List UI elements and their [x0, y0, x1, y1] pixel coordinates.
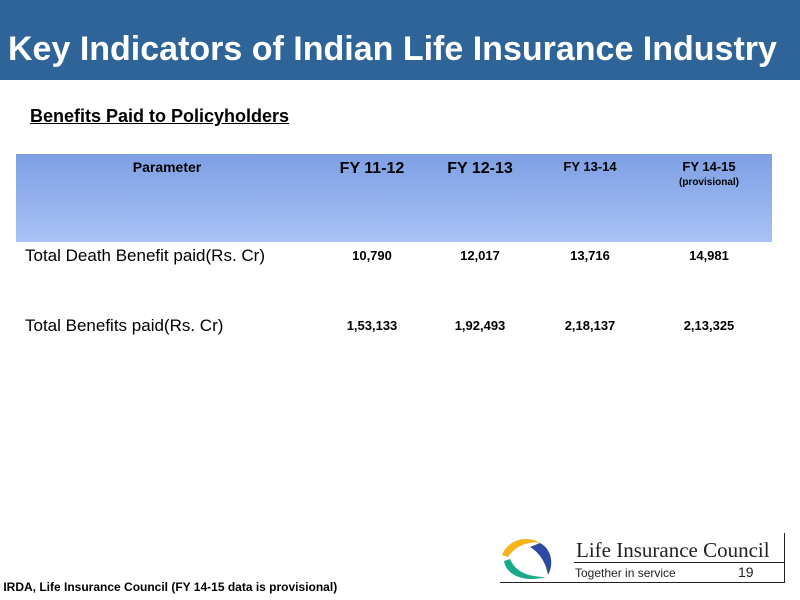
row-label: Total Benefits paid(Rs. Cr)	[25, 316, 224, 335]
table-header-row: Parameter FY 11-12 FY 12-13 FY 13-14 FY …	[16, 154, 772, 242]
column-header-fy-13-14: FY 13-14	[534, 154, 646, 242]
council-name: Life Insurance Council	[576, 538, 770, 562]
provisional-note: (provisional)	[678, 177, 739, 188]
table-cell: 1,92,493	[454, 318, 506, 333]
column-header-fy-12-13: FY 12-13	[426, 154, 534, 242]
page-number: 19	[738, 564, 754, 580]
table-cell: 12,017	[460, 248, 500, 263]
column-header-fy-14-15: FY 14-15 (provisional)	[646, 154, 772, 242]
table-row: Total Benefits paid(Rs. Cr) 1,53,133 1,9…	[16, 312, 772, 352]
benefits-table: Parameter FY 11-12 FY 12-13 FY 13-14 FY …	[16, 154, 772, 352]
column-header-fy-14-15-label: FY 14-15	[682, 159, 736, 174]
logo-block: Life Insurance Council Together in servi…	[500, 533, 785, 583]
logo-yellow-arc	[502, 539, 540, 557]
table-cell: 13,716	[570, 248, 610, 263]
slide-title-text: Key Indicators of Indian Life Insurance …	[8, 30, 777, 68]
logo-teal-arc	[504, 559, 546, 580]
column-header-fy-11-12: FY 11-12	[318, 154, 426, 242]
section-subtitle: Benefits Paid to Policyholders	[30, 106, 290, 126]
table-cell: 2,13,325	[683, 318, 735, 333]
column-header-parameter: Parameter	[16, 154, 318, 242]
logo-blue-arc	[530, 543, 552, 575]
table-cell: 14,981	[689, 248, 729, 263]
table-cell: 10,790	[352, 248, 392, 263]
table-cell: 2,18,137	[564, 318, 616, 333]
table-row: Total Death Benefit paid(Rs. Cr) 10,790 …	[16, 242, 772, 312]
row-label: Total Death Benefit paid(Rs. Cr)	[25, 246, 265, 265]
council-tagline: Together in service	[575, 566, 676, 580]
slide-title: Key Indicators of Indian Life Insurance …	[8, 11, 798, 70]
slide-header: Key Indicators of Indian Life Insurance …	[0, 0, 800, 80]
life-insurance-council-logo-icon	[502, 539, 552, 580]
logo-divider	[574, 562, 784, 563]
source-note: : IRDA, Life Insurance Council (FY 14-15…	[0, 580, 338, 594]
table-cell: 1,53,133	[346, 318, 398, 333]
